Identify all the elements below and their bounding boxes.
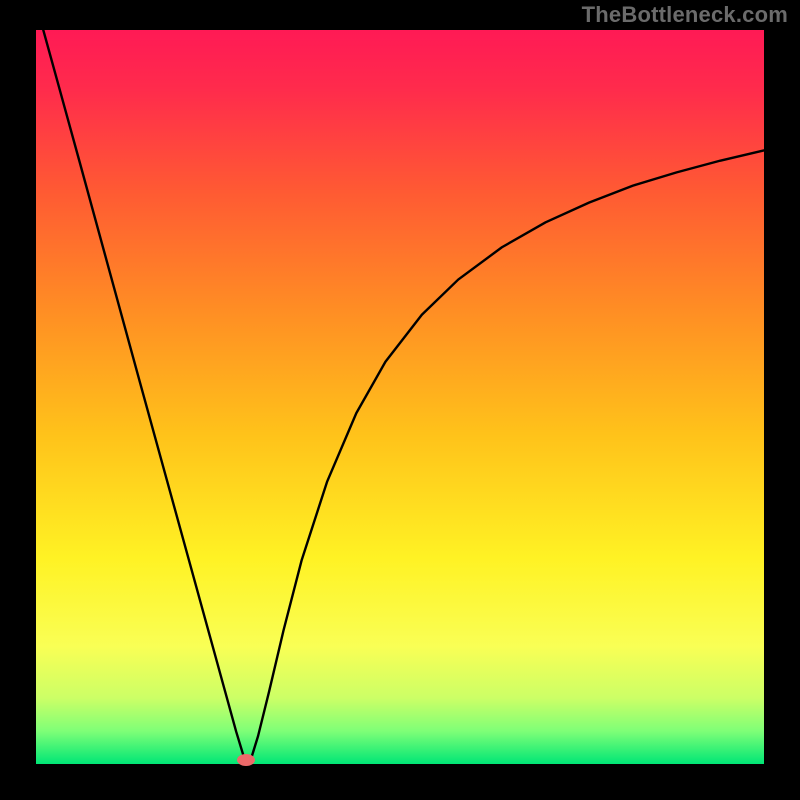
plot-area [36, 30, 764, 764]
optimum-marker [237, 754, 255, 766]
attribution-text: TheBottleneck.com [582, 2, 788, 28]
chart-frame: TheBottleneck.com [0, 0, 800, 800]
bottleneck-curve [36, 30, 764, 764]
